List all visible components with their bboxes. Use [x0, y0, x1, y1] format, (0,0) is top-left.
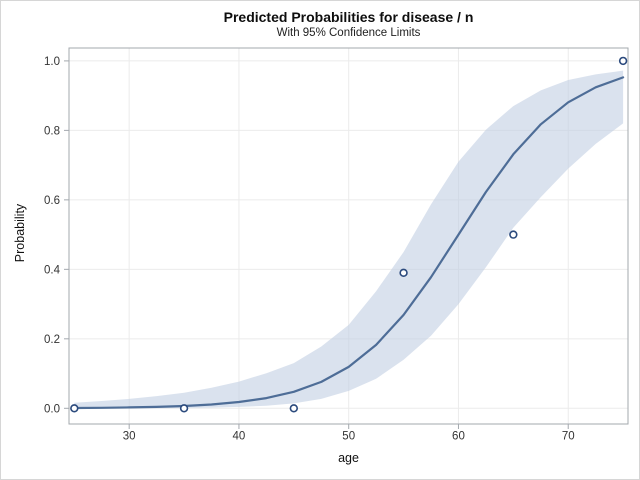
data-point-marker: [618, 56, 628, 66]
y-tick-label: 0.8: [44, 125, 60, 137]
fit-curve: [73, 76, 625, 410]
chart-subtitle: With 95% Confidence Limits: [276, 27, 421, 39]
chart-title: Predicted Probabilities for disease / n: [223, 9, 474, 25]
confidence-band: [74, 70, 624, 409]
y-tick-label: 1.0: [44, 56, 60, 68]
y-tick-label: 0.2: [44, 334, 60, 346]
x-tick-label: 40: [233, 431, 246, 443]
data-point-marker: [399, 268, 408, 278]
x-tick-label: 60: [452, 431, 465, 443]
data-point-marker: [70, 404, 79, 413]
data-point-marker: [179, 404, 189, 413]
x-tick-label: 30: [123, 431, 136, 443]
y-tick-label: 0.0: [44, 403, 60, 415]
x-tick-label: 70: [562, 431, 575, 443]
x-tick-label: 50: [342, 431, 355, 443]
y-tick-label: 0.4: [44, 264, 61, 276]
data-point-marker: [289, 404, 299, 413]
y-tick-label: 0.6: [44, 195, 60, 207]
x-axis-label: age: [338, 451, 359, 465]
data-point-marker: [509, 230, 518, 239]
